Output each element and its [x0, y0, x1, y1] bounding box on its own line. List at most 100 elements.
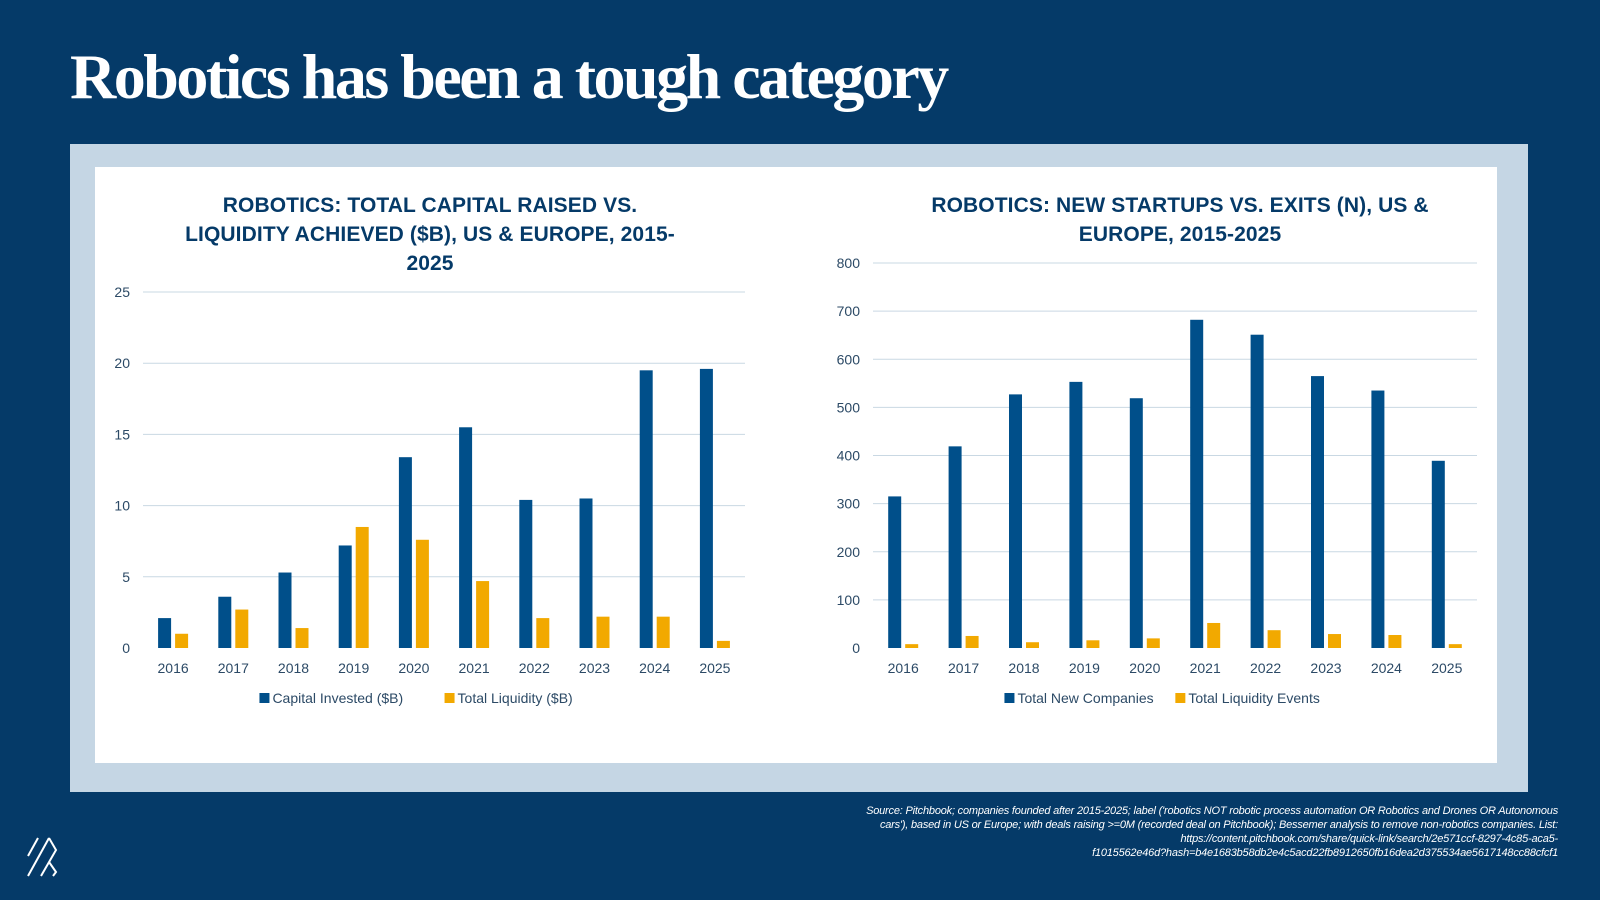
bar-secondary	[1388, 635, 1402, 648]
x-tick-label: 2016	[158, 660, 189, 676]
bar-primary	[579, 498, 593, 648]
y-tick-label: 200	[837, 544, 861, 560]
x-tick-label: 2021	[1190, 660, 1221, 676]
y-tick-label: 10	[114, 498, 130, 514]
chart-title-line: 2025	[406, 252, 454, 275]
bar-primary	[218, 596, 232, 648]
chart-title-capital: ROBOTICS: TOTAL CAPITAL RAISED VS. LIQUI…	[115, 191, 745, 278]
bar-secondary	[1448, 644, 1462, 648]
bessemer-logo-icon	[27, 837, 58, 877]
bar-primary	[158, 618, 172, 648]
source-line: Source: Pitchbook; companies founded aft…	[866, 805, 1558, 817]
x-tick-label: 2017	[948, 660, 979, 676]
legend-label: Total Liquidity Events	[1188, 690, 1320, 706]
legend-swatch	[1004, 693, 1015, 703]
chart-legend: Total New Companies Total Liquidity Event…	[1004, 690, 1320, 706]
chart-legend: Capital Invested ($B) Total Liquidity ($B…	[259, 690, 573, 706]
chart-title-startups: ROBOTICS: NEW STARTUPS VS. EXITS (N), US…	[865, 191, 1495, 249]
source-footnote: Source: Pitchbook; companies founded aft…	[738, 804, 1558, 860]
x-tick-label: 2023	[579, 660, 610, 676]
source-line: https://content.pitchbook.com/share/quic…	[1180, 833, 1558, 845]
y-tick-label: 15	[114, 426, 130, 442]
y-tick-label: 500	[837, 399, 861, 415]
bar-secondary	[1026, 642, 1039, 648]
x-tick-label: 2018	[278, 660, 309, 676]
bar-secondary	[1207, 622, 1221, 648]
startups-vs-exits-chart: 0 100 200 300 400 500 600 700 800 2016 2017 2018 201…	[837, 255, 1477, 706]
bar-primary	[278, 572, 292, 648]
bar-primary	[459, 427, 473, 648]
bar-primary	[1009, 394, 1022, 648]
charts-panel: ROBOTICS: TOTAL CAPITAL RAISED VS. LIQUI…	[95, 167, 1497, 763]
bar-primary	[1371, 390, 1385, 648]
bar-primary	[1069, 381, 1083, 648]
legend-label: Capital Invested ($B)	[272, 690, 403, 706]
y-tick-label: 700	[837, 303, 861, 319]
bar-secondary	[905, 644, 919, 648]
source-line: f1015562e46d?hash=b4e1683b58db2e4c5acd22…	[1092, 847, 1558, 859]
x-tick-label: 2019	[1069, 660, 1100, 676]
bar-secondary	[656, 616, 670, 648]
chart-title-line: EUROPE, 2015-2025	[1078, 223, 1282, 246]
bar-primary	[398, 457, 412, 648]
bar-secondary	[596, 616, 610, 648]
bar-secondary	[235, 609, 249, 648]
x-tick-label: 2023	[1310, 660, 1341, 676]
bar-secondary	[1146, 638, 1160, 648]
x-tick-label: 2018	[1008, 660, 1039, 676]
bar-secondary	[415, 539, 429, 648]
y-tick-label: 800	[837, 255, 861, 271]
x-tick-label: 2016	[888, 660, 919, 676]
y-tick-label: 100	[837, 592, 861, 608]
x-tick-label: 2022	[1250, 660, 1281, 676]
legend-label: Total Liquidity ($B)	[458, 690, 573, 706]
bar-secondary	[965, 635, 979, 648]
chart-title-line: LIQUIDITY ACHIEVED ($B), US & EUROPE, 20…	[185, 223, 675, 246]
legend-label: Total New Companies	[1017, 690, 1153, 706]
bar-primary	[1129, 398, 1143, 648]
y-tick-label: 300	[837, 496, 861, 512]
slide-title: Robotics has been a tough category	[70, 41, 949, 112]
x-tick-label: 2025	[699, 660, 730, 676]
y-tick-label: 5	[122, 569, 130, 585]
bar-primary	[948, 446, 962, 648]
bar-secondary	[1086, 640, 1100, 648]
bar-primary	[1431, 460, 1445, 648]
y-tick-label: 600	[837, 351, 861, 367]
bar-secondary	[355, 526, 369, 648]
bar-primary	[639, 370, 653, 648]
legend-swatch	[259, 693, 270, 703]
legend-swatch	[444, 693, 455, 703]
bar-secondary	[295, 628, 309, 648]
bar-secondary	[1328, 634, 1341, 648]
x-tick-label: 2020	[398, 660, 429, 676]
bar-primary	[1311, 376, 1324, 648]
chart-title-line: ROBOTICS: NEW STARTUPS VS. EXITS (N), US…	[931, 194, 1429, 217]
bar-primary	[519, 499, 533, 648]
x-tick-label: 2021	[459, 660, 490, 676]
bar-secondary	[175, 633, 189, 648]
x-tick-label: 2022	[519, 660, 550, 676]
bar-secondary	[536, 618, 550, 648]
y-tick-label: 0	[852, 640, 860, 656]
y-tick-label: 25	[114, 284, 130, 300]
bar-primary	[338, 545, 352, 648]
bar-secondary	[716, 640, 730, 648]
chart-title-line: ROBOTICS: TOTAL CAPITAL RAISED VS.	[222, 194, 638, 217]
legend-swatch	[1175, 693, 1186, 703]
y-tick-label: 0	[122, 640, 130, 656]
x-tick-label: 2024	[1371, 660, 1402, 676]
bar-primary	[1250, 334, 1264, 648]
y-tick-label: 400	[837, 448, 861, 464]
x-tick-label: 2019	[338, 660, 369, 676]
x-tick-label: 2017	[218, 660, 249, 676]
bar-secondary	[476, 581, 490, 648]
bar-primary	[888, 496, 902, 648]
y-tick-label: 20	[114, 355, 130, 371]
bar-primary	[699, 368, 713, 648]
x-tick-label: 2025	[1431, 660, 1462, 676]
bar-secondary	[1267, 630, 1281, 648]
bar-primary	[1190, 319, 1204, 648]
charts-frame: ROBOTICS: TOTAL CAPITAL RAISED VS. LIQUI…	[70, 144, 1528, 792]
